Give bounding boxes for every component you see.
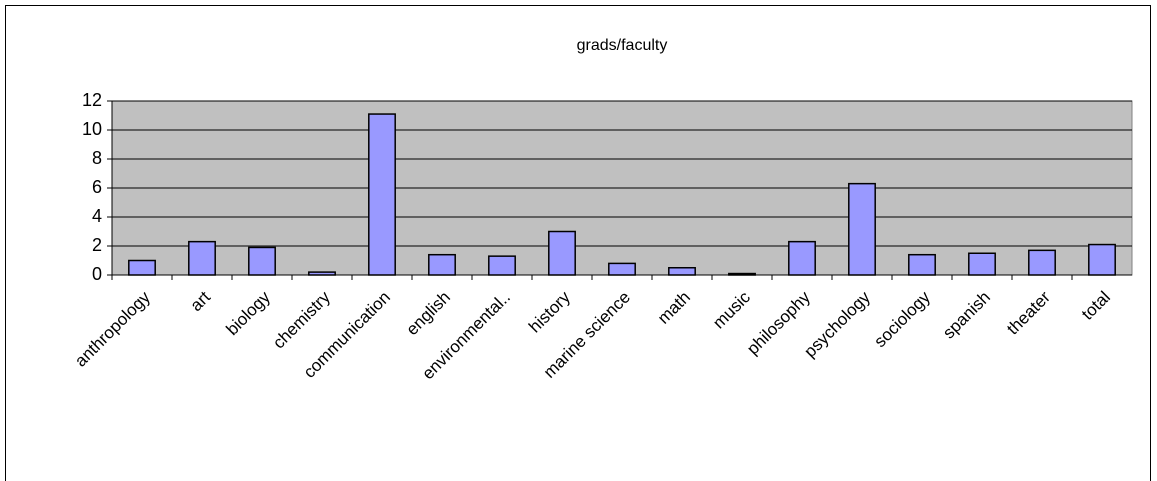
chart-title: grads/faculty	[577, 37, 668, 54]
bar	[1088, 243, 1116, 276]
bar	[188, 240, 216, 276]
bar	[428, 253, 456, 276]
y-tick-label: 4	[92, 206, 102, 226]
y-tick-label: 8	[92, 148, 102, 168]
y-tick-label: 10	[82, 119, 102, 139]
bar	[668, 267, 696, 276]
bar	[848, 182, 876, 276]
bar	[128, 259, 156, 276]
y-tick-label: 12	[82, 90, 102, 110]
bar	[788, 240, 816, 276]
y-tick-label: 0	[92, 264, 102, 284]
bar	[968, 252, 996, 276]
bar	[1028, 249, 1056, 276]
bar	[908, 253, 936, 276]
bar	[368, 113, 396, 276]
bar	[248, 246, 276, 276]
y-tick-label: 6	[92, 177, 102, 197]
bar	[608, 262, 636, 276]
bar	[488, 255, 516, 276]
y-tick-label: 2	[92, 235, 102, 255]
bar	[548, 230, 576, 276]
